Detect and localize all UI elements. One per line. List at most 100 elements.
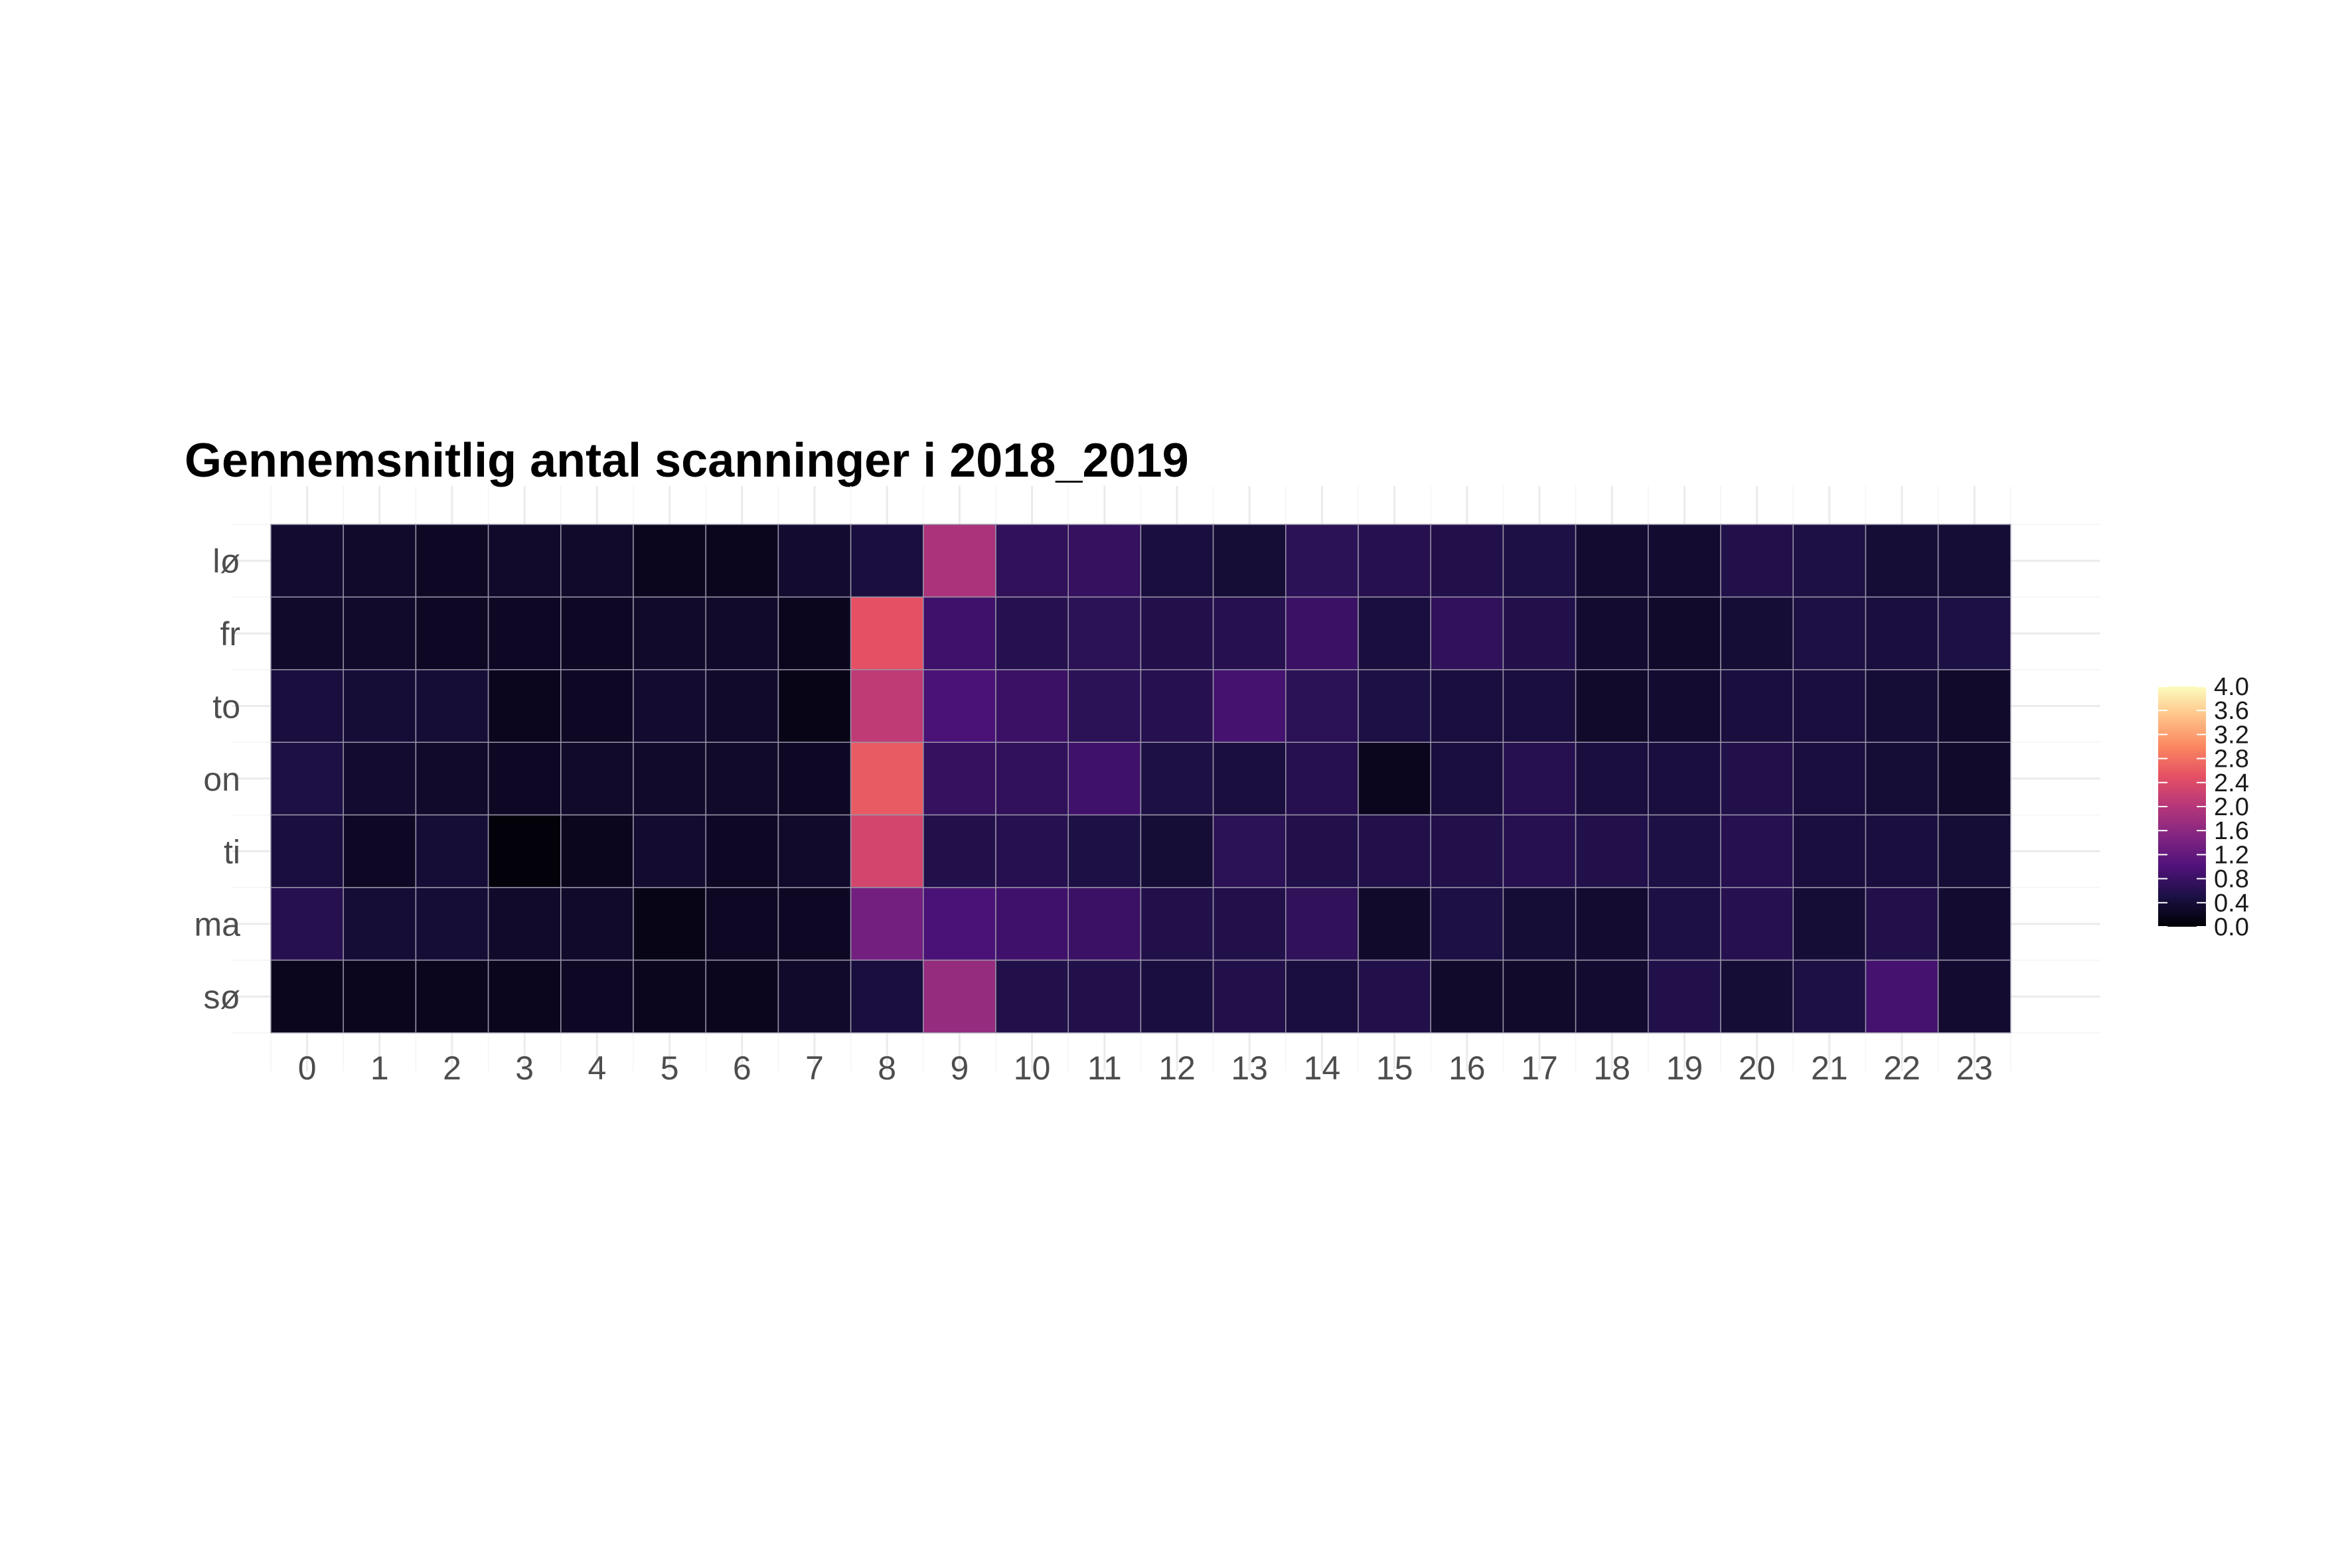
heatmap-cell [415,814,489,888]
heatmap-cell [343,887,417,961]
x-tick-label: 11 [1087,1050,1122,1087]
heatmap-cell [270,814,344,888]
y-axis-labels: lø fr to on ti ma sø [195,543,241,1016]
heatmap-cell [1502,669,1577,743]
heatmap-cell [1792,887,1867,961]
x-tick-label: 22 [1883,1050,1921,1087]
legend-tick-label: 2.4 [2214,769,2249,797]
legend-tick-label: 1.2 [2214,841,2249,869]
x-tick-label: 12 [1158,1050,1196,1087]
heatmap-cell [1358,742,1431,816]
heatmap-cell [1575,596,1649,670]
y-tick-label: sø [203,979,240,1016]
heatmap-cell [705,669,779,743]
heatmap-cell [777,959,852,1034]
x-axis-labels: 0 1 2 3 4 5 6 7 8 9 10 11 12 13 14 15 16 17 18 19 20 21 22 23 [298,1050,1993,1087]
y-tick-label: lø [212,543,240,580]
heatmap-cell [1430,887,1504,961]
heatmap-cell [1502,814,1577,888]
legend-tick-label: 0.0 [2214,913,2249,941]
heatmap-cell [1067,742,1142,816]
heatmap-cell [1720,524,1794,598]
heatmap-cell [850,887,924,961]
heatmap-cell [487,742,562,816]
heatmap-cell [1140,596,1214,670]
heatmap-cell [1575,959,1649,1034]
x-tick-label: 20 [1739,1050,1776,1087]
heatmap-cell [1865,524,1939,598]
heatmap-cell [1067,596,1142,670]
x-tick-label: 23 [1956,1050,1993,1087]
heatmap-cell [995,814,1069,888]
x-tick-label: 8 [878,1050,896,1087]
heatmap-cell [777,524,852,598]
heatmap-cell [1067,524,1142,598]
heatmap-cell [705,814,779,888]
heatmap-cell [995,959,1069,1034]
heatmap-cell [1648,959,1721,1034]
heatmap-cell [487,669,562,743]
y-tick-label: fr [220,615,240,653]
heatmap-cell [1212,669,1287,743]
heatmap-cell [1285,669,1359,743]
heatmap-cell [850,596,924,670]
heatmap-cell [1502,959,1577,1034]
heatmap-cell [1937,814,2011,888]
legend-tick-label: 4.0 [2214,673,2249,701]
x-tick-label: 17 [1521,1050,1558,1087]
heatmap-cell [705,959,779,1034]
y-tick-label: on [203,761,240,798]
y-tick-label: to [212,688,240,726]
heatmap-cell [1358,669,1431,743]
heatmap-cell [1067,887,1142,961]
heatmap-cell [1067,669,1142,743]
heatmap-cell [633,524,706,598]
chart-title: Gennemsnitlig antal scanninger i 2018_20… [185,434,1189,487]
heatmap-cell [1430,524,1504,598]
x-tick-label: 2 [443,1050,461,1087]
legend-tick-label: 0.8 [2214,866,2249,894]
heatmap-cell [923,814,996,888]
x-tick-label: 18 [1593,1050,1630,1087]
heatmap-cell [1648,669,1721,743]
heatmap-cell [415,596,489,670]
heatmap-cell [850,742,924,816]
heatmap-cell [1285,742,1359,816]
heatmap-cell [1937,669,2011,743]
heatmap-cells [270,524,2011,1034]
x-tick-label: 21 [1811,1050,1848,1087]
heatmap-cell [1575,887,1649,961]
heatmap-cell [1212,596,1287,670]
heatmap-cell [343,669,417,743]
heatmap-cell [1358,524,1431,598]
heatmap-cell [777,887,852,961]
color-legend: 0.00.40.81.21.62.02.42.83.23.64.0 [2158,673,2249,941]
x-tick-label: 10 [1014,1050,1051,1087]
heatmap-cell [560,524,634,598]
heatmap-cell [1937,959,2011,1034]
heatmap-cell [633,596,706,670]
heatmap-cell [415,669,489,743]
heatmap-cell [1430,959,1504,1034]
heatmap-cell [560,959,634,1034]
heatmap-cell [777,669,852,743]
heatmap-cell [995,887,1069,961]
heatmap-cell [633,887,706,961]
x-tick-label: 15 [1376,1050,1413,1087]
heatmap-cell [1575,814,1649,888]
legend-tick-label: 2.0 [2214,793,2249,821]
heatmap-cell [1430,669,1504,743]
heatmap-cell [1937,596,2011,670]
heatmap-cell [705,596,779,670]
heatmap-cell [415,959,489,1034]
legend-tick-label: 3.6 [2214,697,2249,725]
heatmap-cell [1430,814,1504,888]
heatmap-cell [1212,887,1287,961]
heatmap-cell [1502,596,1577,670]
legend-tick-label: 0.4 [2214,890,2249,917]
heatmap-cell [633,669,706,743]
heatmap-cell [1140,524,1214,598]
heatmap-cell [1358,887,1431,961]
heatmap-cell [995,524,1069,598]
